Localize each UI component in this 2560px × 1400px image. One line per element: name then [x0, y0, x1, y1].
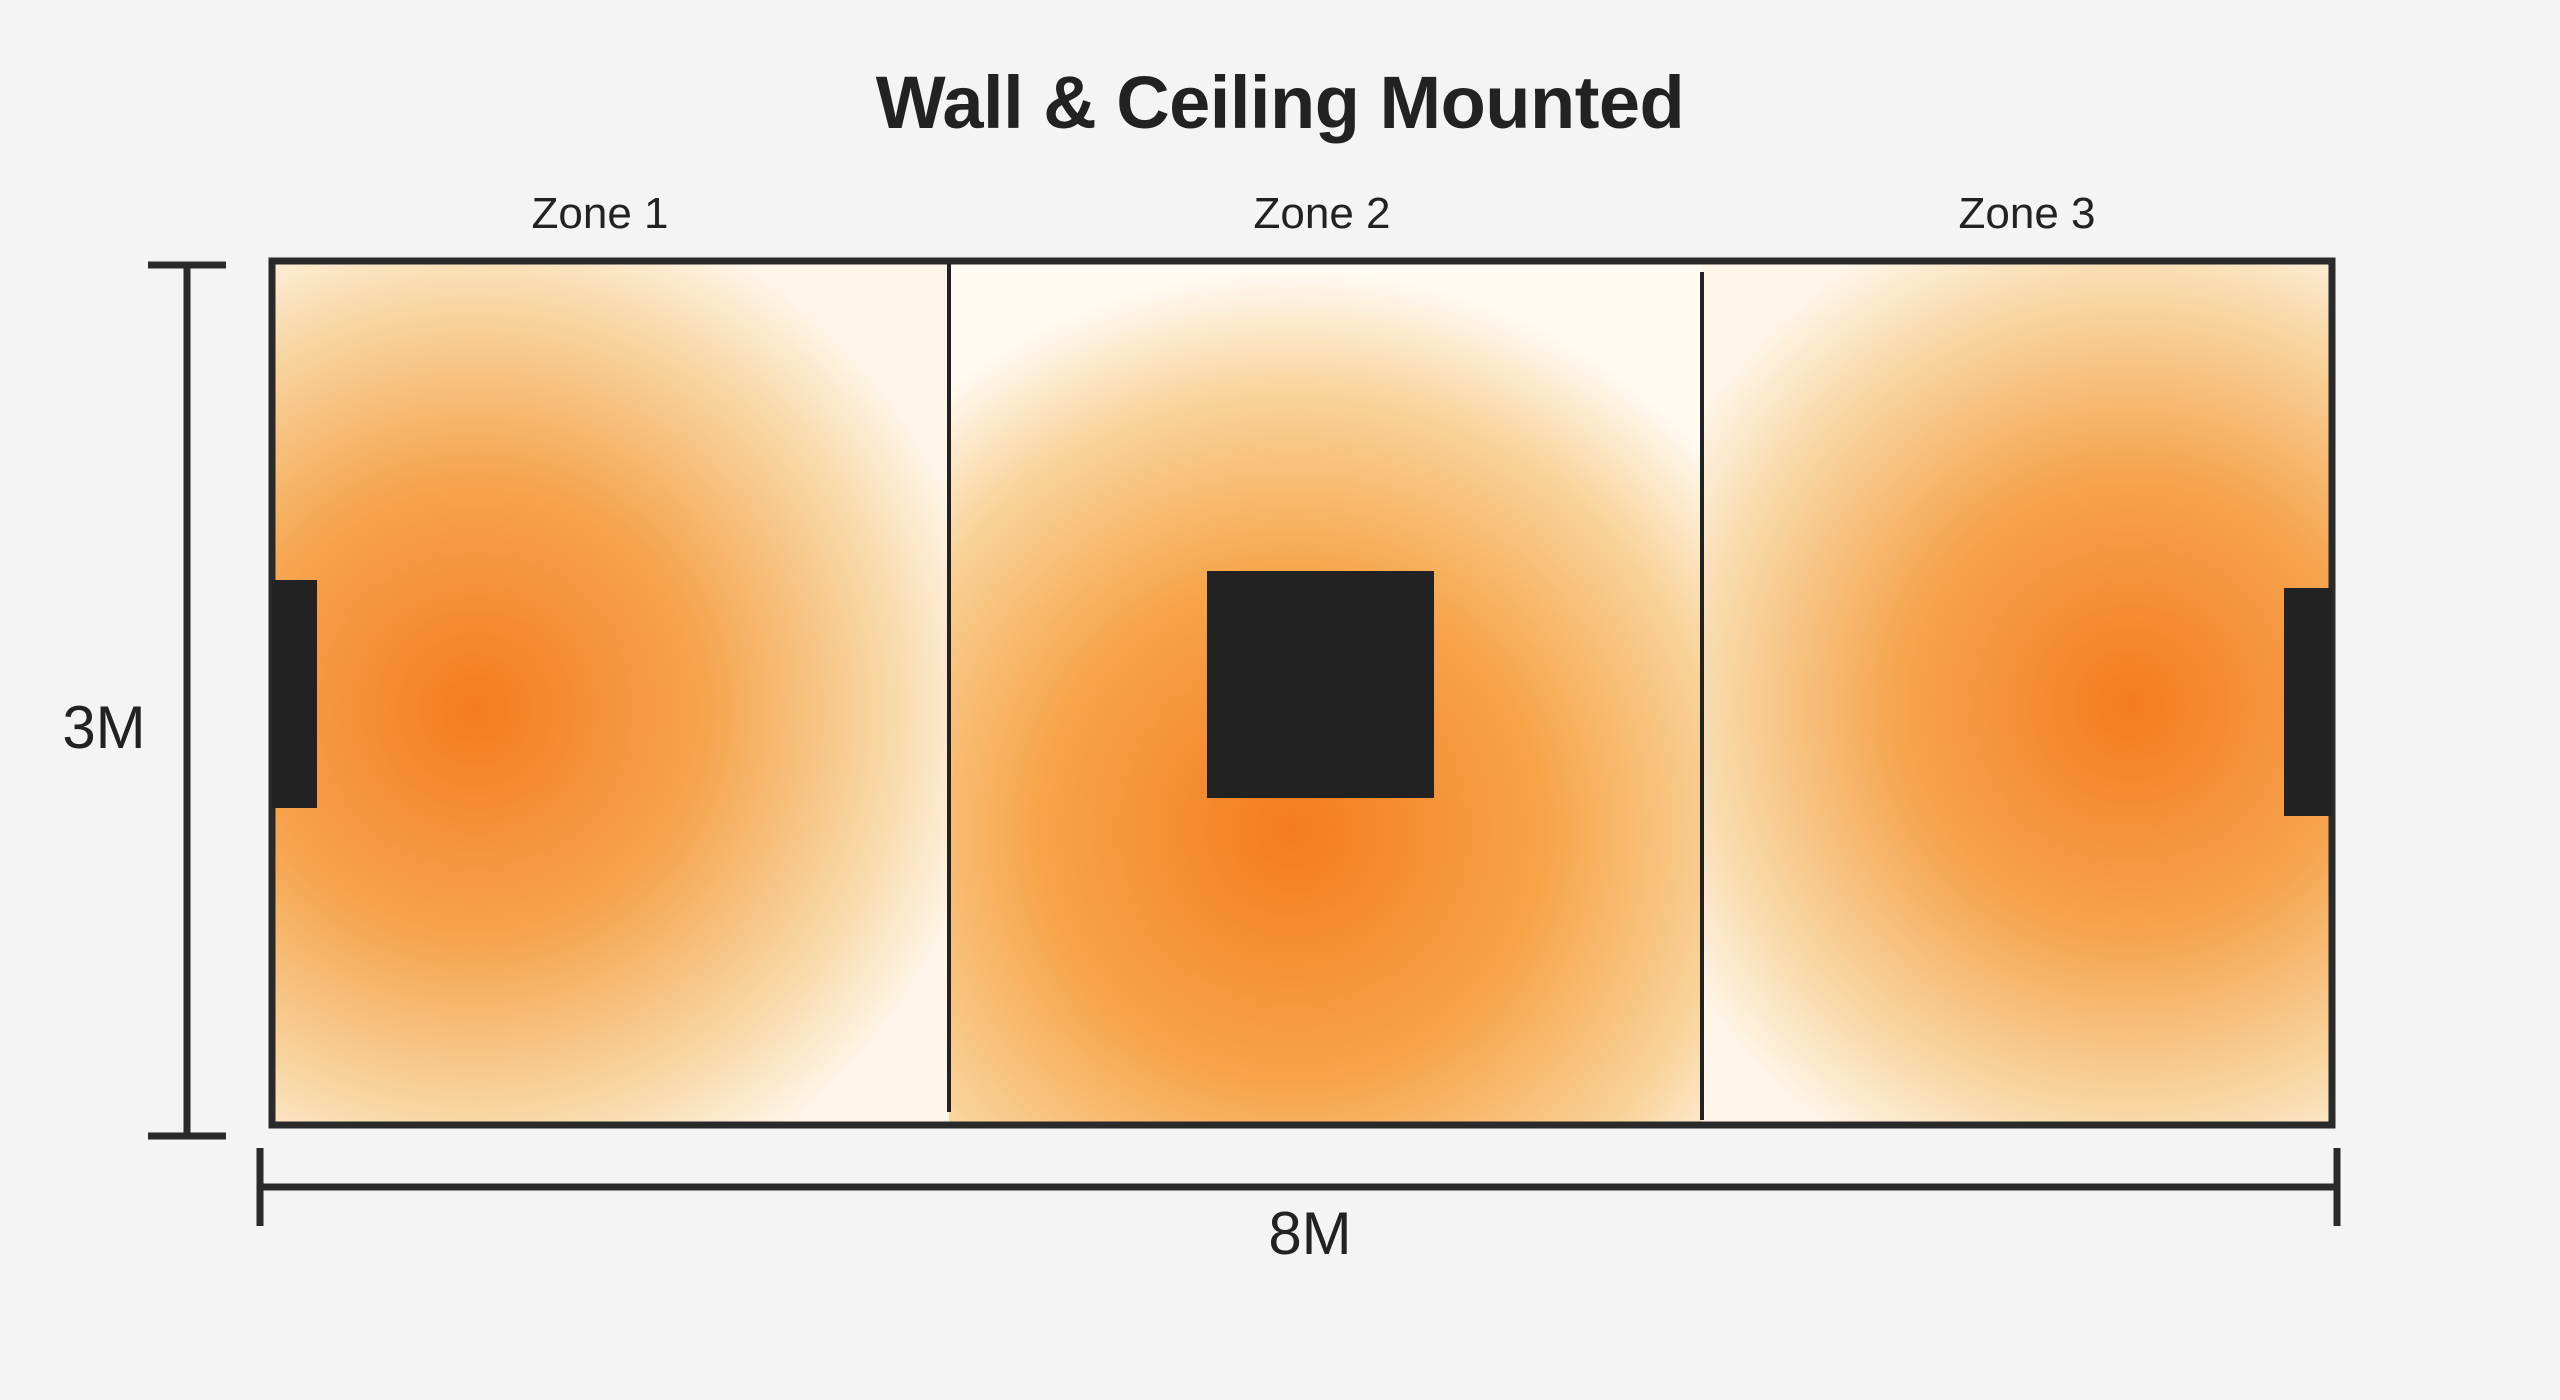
diagram-title: Wall & Ceiling Mounted	[875, 61, 1685, 144]
zone-3-heat-area	[1702, 263, 2332, 1123]
height-dimension	[148, 261, 226, 1140]
width-dimension	[256, 1148, 2341, 1226]
width-dimension-label: 8M	[1268, 1200, 1352, 1267]
ceiling-heater-center	[1207, 571, 1434, 798]
zone-1-heat-area	[272, 263, 949, 1123]
wall-heater-left	[272, 580, 317, 808]
zone-3-label: Zone 3	[1958, 189, 2096, 238]
zone-1-label: Zone 1	[531, 189, 669, 238]
height-dimension-label: 3M	[62, 694, 146, 761]
wall-heater-right	[2284, 588, 2332, 816]
zone-2-label: Zone 2	[1253, 189, 1391, 238]
